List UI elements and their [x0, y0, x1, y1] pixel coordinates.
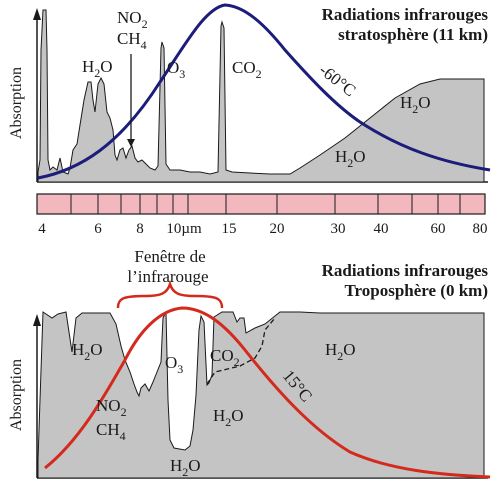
wavelength-scale-bar — [36, 193, 486, 215]
tick-label-20: 20 — [270, 221, 285, 237]
trop-y-axis-arrow — [33, 314, 41, 326]
tick-label-6: 6 — [94, 221, 102, 237]
wavelength-scale-ticks — [70, 194, 461, 214]
tick-label-60: 60 — [431, 221, 446, 237]
wavelength-tick-labels: 4 6 8 10µm 15 20 30 40 60 80 — [38, 221, 487, 237]
trop-label-ch4: CH4 — [96, 420, 126, 443]
trop-label-no2: NO2 — [96, 396, 127, 419]
strat-temperature-label: -60°C — [316, 60, 360, 100]
trop-y-axis-label: Absorption — [8, 359, 25, 431]
trop-label-h2o-left: H2O — [72, 340, 103, 363]
trop-title-line1: Radiations infrarouges — [322, 261, 489, 280]
strat-label-ch4: CH4 — [117, 29, 147, 52]
strat-label-no2: NO2 — [117, 8, 148, 31]
trop-label-co2: CO2 — [210, 346, 240, 369]
strat-emission-curve — [37, 3, 491, 180]
strat-label-co2: CO2 — [232, 58, 262, 81]
trop-emission-curve — [44, 306, 491, 479]
troposphere-panel: Absorption Fenêtre de l’infrarouge Radia… — [8, 247, 491, 479]
trop-label-o3: O3 — [165, 353, 183, 376]
strat-label-h2o-left: H2O — [82, 57, 113, 80]
strat-y-axis-label: Absorption — [8, 67, 25, 139]
tick-label-8: 8 — [136, 221, 144, 237]
trop-co2-dashed-boundary — [206, 317, 276, 385]
window-label-line2: l’infrarouge — [127, 267, 208, 286]
strat-label-h2o-mid: H2O — [335, 147, 366, 170]
tick-label-15: 15 — [222, 221, 237, 237]
tick-label-10um: 10µm — [166, 221, 202, 237]
tick-label-80: 80 — [473, 221, 488, 237]
strat-y-axis-arrow — [33, 8, 41, 20]
stratosphere-panel: 4 6 8 10µm 15 20 30 40 60 80 Absorption … — [8, 3, 491, 237]
strat-label-h2o-right: H2O — [400, 93, 431, 116]
window-label-line1: Fenêtre de — [134, 247, 205, 266]
tick-label-4: 4 — [38, 221, 46, 237]
trop-absorption-spectrum — [37, 311, 485, 479]
tick-label-30: 30 — [331, 221, 346, 237]
strat-title-line1: Radiations infrarouges — [322, 5, 489, 24]
trop-label-h2o-center: H2O — [213, 406, 244, 429]
tick-label-40: 40 — [374, 221, 389, 237]
strat-title-line2: stratosphère (11 km) — [338, 25, 488, 44]
trop-label-h2o-bottom: H2O — [170, 456, 201, 479]
trop-label-h2o-right: H2O — [325, 340, 356, 363]
trop-title-line2: Troposphère (0 km) — [344, 281, 488, 300]
infrared-window-brace — [116, 279, 224, 309]
strat-label-o3: O3 — [167, 58, 185, 81]
